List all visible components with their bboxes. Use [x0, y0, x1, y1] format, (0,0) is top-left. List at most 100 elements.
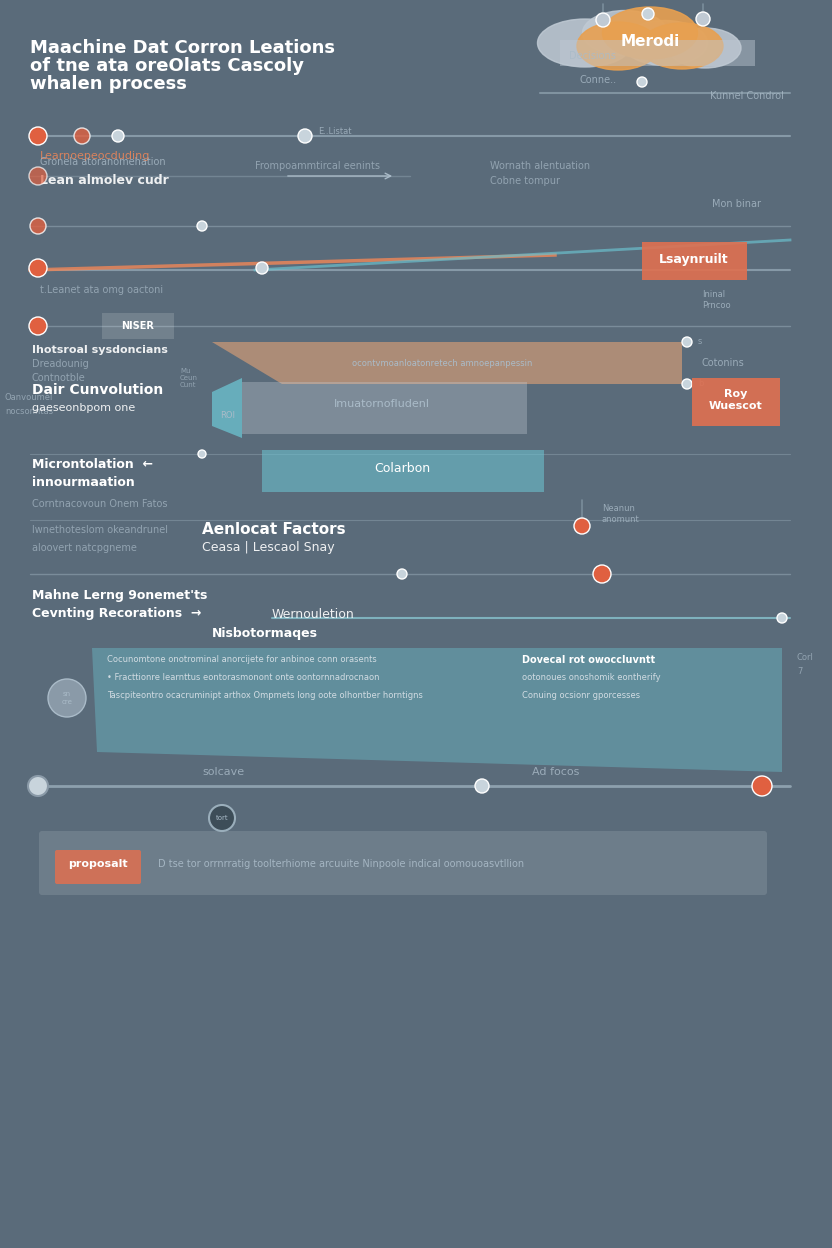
Text: Frompoammtircal eenints: Frompoammtircal eenints [255, 161, 380, 171]
Text: D tse tor orrnrratig toolterhiome arcuuite Ninpoole indical oomouoasvtllion: D tse tor orrnrratig toolterhiome arcuui… [158, 859, 524, 869]
Text: Corntnacovoun Onem Fatos: Corntnacovoun Onem Fatos [32, 499, 167, 509]
Polygon shape [212, 378, 242, 438]
Text: Decisions: Decisions [568, 51, 616, 61]
Circle shape [596, 12, 610, 27]
Text: • Fracttionre learnttus eontorasmonont onte oontornnadrocnaon: • Fracttionre learnttus eontorasmonont o… [107, 674, 379, 683]
Text: Imuatornofludenl: Imuatornofludenl [334, 399, 430, 409]
Text: Dovecal rot owoccluvntt: Dovecal rot owoccluvntt [522, 655, 655, 665]
Text: Cotonins: Cotonins [702, 358, 745, 368]
Circle shape [696, 12, 710, 26]
Circle shape [682, 379, 692, 389]
Circle shape [637, 77, 647, 87]
Text: Tascpiteontro ocacruminipt arthox Ompmets long oote olhontber horntigns: Tascpiteontro ocacruminipt arthox Ompmet… [107, 691, 423, 700]
Text: lwnethoteslom okeandrunel: lwnethoteslom okeandrunel [32, 525, 168, 535]
Circle shape [29, 260, 47, 277]
Text: gaeseonbpom one: gaeseonbpom one [32, 403, 136, 413]
Circle shape [682, 337, 692, 347]
Ellipse shape [602, 7, 697, 59]
Text: E..Listat: E..Listat [318, 126, 351, 136]
Text: of tne ata oreOlats Cascoly: of tne ata oreOlats Cascoly [30, 57, 304, 75]
FancyBboxPatch shape [39, 831, 767, 895]
Text: Mon binar: Mon binar [712, 198, 761, 208]
Polygon shape [212, 342, 682, 384]
Bar [262, 451, 544, 492]
Text: Lean almolev cudr: Lean almolev cudr [40, 173, 169, 186]
Text: Mu
Ceun
Cunt: Mu Ceun Cunt [180, 368, 198, 388]
Text: Ad focos: Ad focos [532, 768, 579, 778]
Text: Corl: Corl [797, 654, 814, 663]
Ellipse shape [641, 22, 723, 69]
Text: Roy
Wuescot: Roy Wuescot [709, 389, 763, 411]
Text: sn
cre: sn cre [62, 691, 72, 705]
Ellipse shape [537, 19, 632, 67]
Text: proposalt: proposalt [68, 859, 128, 869]
Circle shape [197, 221, 207, 231]
Circle shape [28, 776, 48, 796]
Text: Ihotsroal sysdoncians: Ihotsroal sysdoncians [32, 344, 168, 354]
Text: Ceasa | Lescaol Snay: Ceasa | Lescaol Snay [202, 542, 334, 554]
Text: Wornath alentuation: Wornath alentuation [490, 161, 590, 171]
Circle shape [48, 679, 86, 718]
Bar [560, 40, 755, 66]
Circle shape [29, 167, 47, 185]
Text: ootonoues onoshomik eontherify: ootonoues onoshomik eontherify [522, 674, 661, 683]
Text: s: s [698, 337, 702, 347]
Text: t.Leanet ata omg oactoni: t.Leanet ata omg oactoni [40, 285, 163, 295]
Circle shape [29, 317, 47, 334]
Text: solcave: solcave [202, 768, 244, 778]
Text: Maachine Dat Corron Leations: Maachine Dat Corron Leations [30, 39, 335, 57]
Text: 7: 7 [797, 668, 802, 676]
Circle shape [475, 779, 489, 792]
Text: ROI: ROI [220, 412, 235, 421]
Circle shape [256, 262, 268, 275]
Ellipse shape [622, 20, 707, 65]
Circle shape [112, 130, 124, 142]
Circle shape [30, 218, 46, 235]
Text: Neanun
anomunt: Neanun anomunt [602, 504, 640, 524]
Text: Oanvoumel: Oanvoumel [5, 393, 53, 403]
Text: aloovert natcpgneme: aloovert natcpgneme [32, 543, 137, 553]
Bar [692, 378, 780, 426]
Text: Learnoepeocduding: Learnoepeocduding [40, 151, 151, 161]
Polygon shape [92, 648, 782, 773]
Circle shape [209, 805, 235, 831]
Text: Microntolation  ←: Microntolation ← [32, 458, 153, 470]
Text: Lsaynruilt: Lsaynruilt [659, 252, 729, 266]
Circle shape [74, 129, 90, 144]
Circle shape [574, 518, 590, 534]
Text: Kunnel Condrol: Kunnel Condrol [710, 91, 784, 101]
Circle shape [777, 613, 787, 623]
Text: Conne..: Conne.. [579, 75, 617, 85]
Text: nocsonntas: nocsonntas [5, 407, 53, 416]
Text: Wernouletion: Wernouletion [272, 608, 354, 620]
Text: Cobne tompur: Cobne tompur [490, 176, 560, 186]
Circle shape [593, 565, 611, 583]
Text: b: b [698, 379, 703, 388]
Text: tort: tort [215, 815, 228, 821]
Text: Mahne Lerng 9onemet'ts: Mahne Lerng 9onemet'ts [32, 589, 207, 603]
Text: Dair Cunvolution: Dair Cunvolution [32, 383, 163, 397]
Circle shape [752, 776, 772, 796]
Circle shape [198, 451, 206, 458]
Text: Cevnting Recorations  →: Cevnting Recorations → [32, 608, 201, 620]
Text: Ininal
Prncoo: Ininal Prncoo [702, 291, 730, 310]
Text: ocontvmoanloatonretech amnoepanpessin: ocontvmoanloatonretech amnoepanpessin [352, 358, 532, 367]
Text: Gronela atoranomehation: Gronela atoranomehation [40, 157, 166, 167]
Text: Colarbon: Colarbon [374, 463, 430, 475]
Text: Contnotble: Contnotble [32, 373, 86, 383]
Text: Aenlocat Factors: Aenlocat Factors [202, 523, 345, 538]
Text: whalen process: whalen process [30, 75, 187, 94]
Ellipse shape [669, 27, 741, 67]
Bar [102, 313, 174, 339]
Text: Merodi: Merodi [621, 34, 680, 49]
Circle shape [298, 129, 312, 144]
Circle shape [642, 7, 654, 20]
Circle shape [397, 569, 407, 579]
Text: innourmaation: innourmaation [32, 475, 135, 488]
Bar [642, 242, 747, 280]
Ellipse shape [582, 10, 667, 55]
Text: Conuing ocsionr gporcesses: Conuing ocsionr gporcesses [522, 691, 640, 700]
Text: Cocunomtone onotrominal anorcijete for anbinoe conn orasents: Cocunomtone onotrominal anorcijete for a… [107, 655, 377, 664]
Circle shape [29, 127, 47, 145]
Text: Nisbotormaqes: Nisbotormaqes [212, 626, 318, 639]
